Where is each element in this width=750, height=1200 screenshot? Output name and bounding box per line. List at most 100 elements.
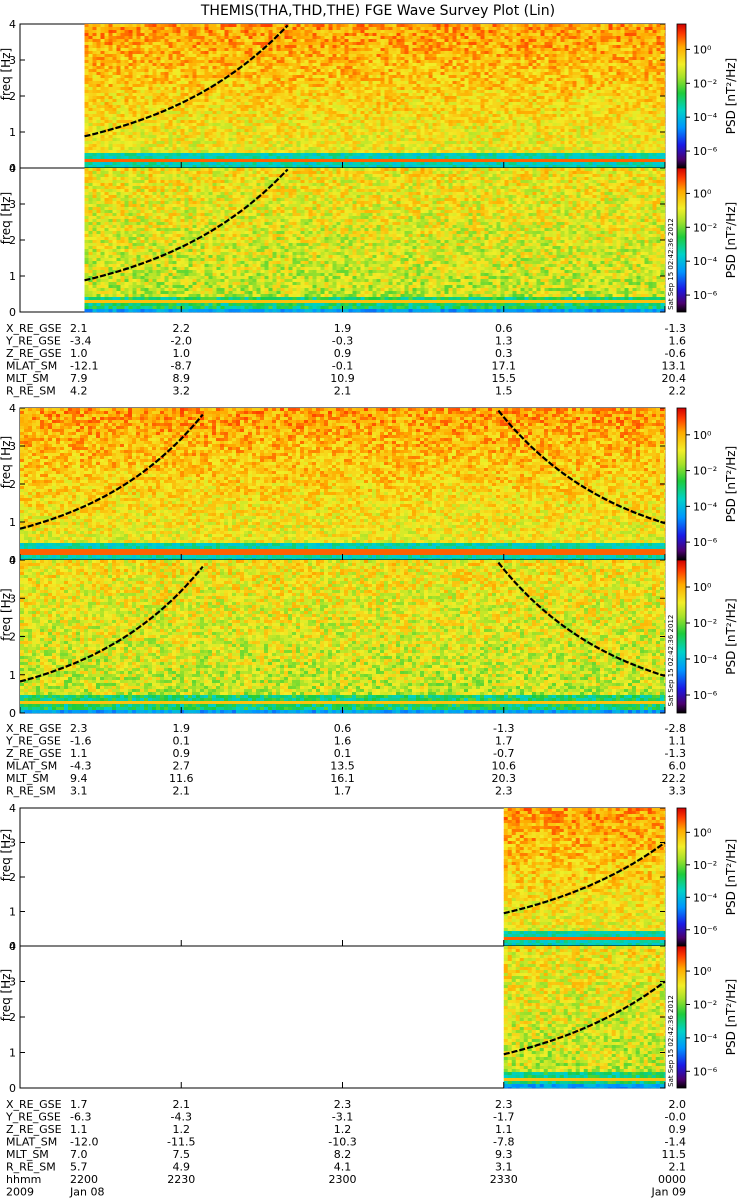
colorbar-tick-label: 10⁻⁴ — [693, 653, 718, 666]
ephemeris-value: 1.1 — [669, 735, 687, 748]
ephemeris-value: 0.9 — [173, 747, 191, 760]
ephemeris-value: 0.6 — [334, 722, 352, 735]
ytick-label: 1 — [9, 1047, 16, 1060]
ytick-label: 1 — [9, 906, 16, 919]
ytick-label: 0 — [9, 1082, 16, 1095]
colorbar-tick-label: 10⁻⁶ — [693, 689, 718, 702]
ephemeris-row-name: MLAT_SM — [6, 1136, 57, 1149]
ephemeris-value: 0.1 — [173, 735, 191, 748]
ephemeris-value: 3.1 — [495, 1161, 513, 1174]
colorbar-tick-label: 10⁻⁴ — [693, 891, 718, 904]
ephemeris-row-name: X_RE_GSE — [6, 1098, 62, 1111]
ephemeris-row-name: R_RE_SM — [6, 785, 56, 798]
freq-axis-label: freq [Hz] — [0, 48, 13, 100]
ephemeris-value: -11.5 — [167, 1136, 195, 1149]
date-right: Jan 09 — [651, 1186, 686, 1199]
ephemeris-value: -0.6 — [665, 347, 686, 360]
ephemeris-value: 2330 — [490, 1173, 518, 1186]
ytick-label: 4 — [9, 402, 16, 415]
colorbar-label: PSD [nT²/Hz] — [724, 598, 738, 674]
colorbar-tick-label: 10⁻² — [693, 859, 717, 872]
ephemeris-value: 2.2 — [173, 322, 191, 335]
ephemeris-value: 10.6 — [492, 760, 517, 773]
colorbar: 10⁰ 10⁻² 10⁻⁴ 10⁻⁶ PSD [nT²/Hz] — [677, 560, 738, 713]
ephemeris-value: -2.8 — [665, 722, 686, 735]
colorbar-tick-label: 10⁰ — [693, 965, 712, 978]
ephemeris-table-thd: X_RE_GSE 2.3 1.9 0.6 -1.3 -2.8Y_RE_GSE -1.6 0.1… — [5, 722, 686, 798]
colorbar-tick-label: 10⁻⁶ — [693, 536, 718, 549]
colorbar-tick-label: 10⁻⁴ — [693, 1032, 718, 1045]
ephemeris-value: 2.0 — [669, 1098, 687, 1111]
ephemeris-row-name: X_RE_GSE — [6, 322, 62, 335]
ephemeris-value: 17.1 — [492, 360, 517, 373]
ephemeris-value: 0.9 — [669, 1123, 687, 1136]
ephemeris-value: 20.3 — [492, 772, 517, 785]
colorbar-gradient — [677, 24, 686, 168]
colorbar-tick-label: 10⁻² — [693, 77, 717, 90]
ephemeris-value: 15.5 — [492, 372, 517, 385]
ephemeris-value: -1.7 — [493, 1111, 514, 1124]
ephemeris-value: 0.3 — [495, 347, 513, 360]
ytick-label: 4 — [9, 802, 16, 815]
ephemeris-value: 1.1 — [70, 747, 88, 760]
ephemeris-value: 1.2 — [334, 1123, 352, 1136]
ephemeris-value: 22.2 — [662, 772, 687, 785]
ephemeris-value: 1.6 — [669, 335, 687, 348]
ephemeris-row-name: R_RE_SM — [6, 1161, 56, 1174]
ephemeris-value: 1.7 — [495, 735, 513, 748]
timestamp: Sat Sep 15 02:42:36 2012 — [667, 615, 675, 707]
ephemeris-value: 2.1 — [70, 322, 88, 335]
ephemeris-value: 1.1 — [70, 1123, 88, 1136]
ephemeris-row-name: X_RE_GSE — [6, 722, 62, 735]
ephemeris-value: 4.9 — [173, 1161, 191, 1174]
ephemeris-value: 0.1 — [334, 747, 352, 760]
ytick-label: 1 — [9, 270, 16, 283]
ephemeris-row-name: MLAT_SM — [6, 760, 57, 773]
ephemeris-value: 2.1 — [669, 1161, 687, 1174]
spectrogram-cells — [85, 24, 666, 168]
spectrogram-cells — [20, 560, 665, 713]
ephemeris-value: 2.3 — [495, 785, 513, 798]
colorbar-tick-label: 10⁻⁶ — [693, 1065, 718, 1078]
ephemeris-value: 8.9 — [173, 372, 191, 385]
colorbar-tick-label: 10⁻² — [693, 617, 717, 630]
ytick-label: 0 — [9, 306, 16, 319]
spectrogram-cells — [85, 168, 666, 312]
colorbar-tick-label: 10⁻⁶ — [693, 289, 718, 302]
colorbar-label: PSD [nT²/Hz] — [724, 202, 738, 278]
colorbar-tick-label: 10⁻⁴ — [693, 255, 718, 268]
ephemeris-value: 4.1 — [334, 1161, 352, 1174]
ephemeris-row-name: MLT_SM — [6, 772, 49, 785]
ephemeris-row-name: MLT_SM — [6, 1148, 49, 1161]
date-left: Jan 08 — [69, 1186, 104, 1199]
ephemeris-value: 2.1 — [173, 1098, 191, 1111]
ephemeris-value: 1.9 — [173, 722, 191, 735]
timestamp: Sat Sep 15 02:42:36 2012 — [667, 995, 675, 1087]
colorbar-tick-label: 10⁻⁴ — [693, 500, 718, 513]
colorbar-tick-label: 10⁰ — [693, 581, 712, 594]
colorbar-gradient — [677, 560, 686, 713]
colorbar-gradient — [677, 408, 686, 560]
ephemeris-value: 7.5 — [173, 1148, 191, 1161]
ephemeris-value: 2.3 — [334, 1098, 352, 1111]
colorbar-tick-label: 10⁻⁶ — [693, 145, 718, 158]
ephemeris-value: 13.5 — [330, 760, 355, 773]
colorbar-tick-label: 10⁻² — [693, 221, 717, 234]
ephemeris-value: 2200 — [70, 1173, 98, 1186]
ephemeris-value: 6.0 — [669, 760, 687, 773]
ephemeris-value: 9.3 — [495, 1148, 513, 1161]
ephemeris-value: -1.4 — [665, 1136, 686, 1149]
ephemeris-value: 0.9 — [334, 347, 352, 360]
colorbar-tick-label: 10⁰ — [693, 43, 712, 56]
ephemeris-value: -0.3 — [332, 335, 353, 348]
ephemeris-value: 1.2 — [173, 1123, 191, 1136]
freq-axis-label: freq [Hz] — [0, 969, 13, 1021]
ytick-label: 1 — [9, 126, 16, 139]
colorbar-tick-label: 10⁰ — [693, 429, 712, 442]
ytick-label: 4 — [9, 162, 16, 175]
